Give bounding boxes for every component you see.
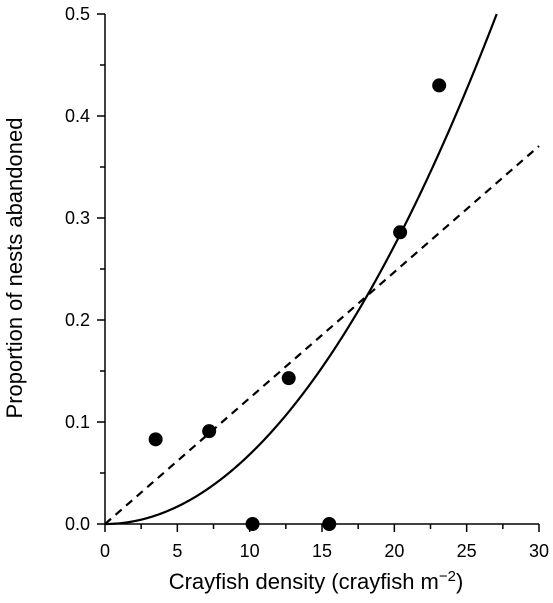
x-axis-title: Crayfish density (crayfish m−2) — [169, 568, 464, 595]
data-point — [148, 432, 163, 447]
fit-lines — [104, 13, 540, 526]
x-tick-label: 10 — [240, 541, 260, 561]
y-tick-label: 0.3 — [65, 208, 90, 228]
x-tick-label: 25 — [457, 541, 477, 561]
y-axis-title: Proportion of nests abandoned — [2, 118, 27, 419]
x-axis-ticks: 0 5 10 15 20 25 30 — [100, 524, 549, 561]
y-tick-label: 0.1 — [65, 412, 90, 432]
x-tick-label: 20 — [384, 541, 404, 561]
data-point — [281, 371, 296, 386]
x-tick-label: 30 — [529, 541, 549, 561]
x-axis-title-suffix: ) — [456, 569, 463, 594]
x-tick-label: 5 — [172, 541, 182, 561]
linear-fit-dashed-line — [104, 145, 540, 525]
data-points — [148, 78, 447, 531]
power-fit-solid-curve — [104, 13, 498, 526]
data-point — [202, 424, 217, 439]
y-tick-label: 0.0 — [65, 514, 90, 534]
y-tick-label: 0.2 — [65, 310, 90, 330]
x-axis-title-superscript: −2 — [439, 568, 456, 585]
x-axis-title-main: Crayfish density (crayfish m — [169, 569, 439, 594]
axes — [104, 14, 539, 525]
y-tick-label: 0.5 — [65, 4, 90, 24]
y-tick-label: 0.4 — [65, 106, 90, 126]
data-point — [432, 78, 447, 93]
y-axis-ticks: 0.0 0.1 0.2 0.3 0.4 0.5 — [65, 4, 105, 534]
x-tick-label: 15 — [312, 541, 332, 561]
data-point — [393, 225, 408, 240]
x-tick-label: 0 — [100, 541, 110, 561]
